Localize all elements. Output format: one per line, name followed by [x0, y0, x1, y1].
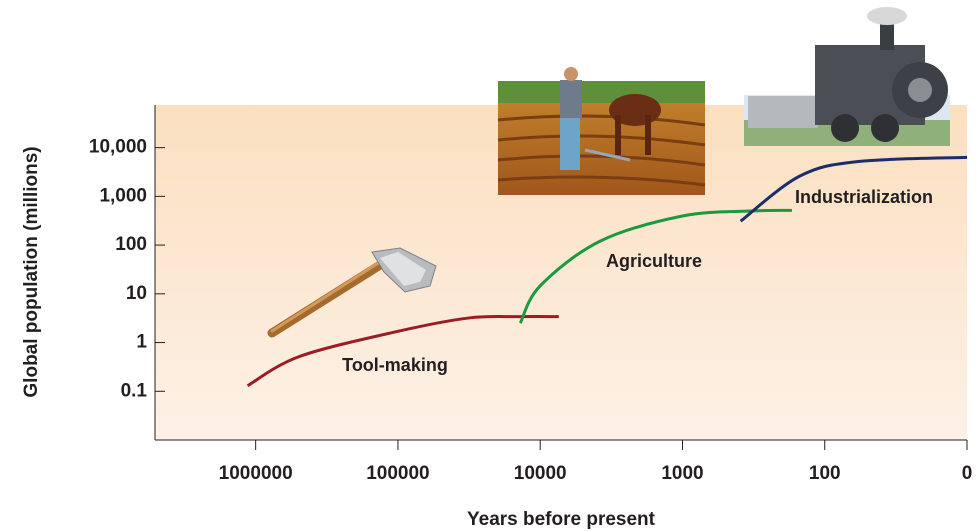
x-tick-label: 1000 — [661, 463, 703, 484]
y-tick-label: 10 — [126, 283, 147, 304]
x-tick-label: 100000 — [366, 463, 429, 484]
series-label: Tool-making — [342, 355, 448, 375]
y-tick-label: 0.1 — [121, 380, 148, 401]
x-tick-label: 1000000 — [219, 463, 293, 484]
x-axis-title: Years before present — [467, 509, 656, 530]
x-tick-label: 10000 — [514, 463, 567, 484]
y-tick-label: 1 — [136, 332, 147, 353]
y-tick-label: 100 — [115, 234, 147, 255]
y-axis-title: Global population (millions) — [21, 146, 42, 397]
x-tick-label: 100 — [809, 463, 841, 484]
train-image — [744, 7, 950, 146]
series-label: Industrialization — [795, 187, 933, 207]
y-tick-label: 1,000 — [99, 185, 147, 206]
chart: Years before present Global population (… — [0, 0, 978, 532]
farmer-image — [498, 67, 705, 195]
series-label: Agriculture — [606, 251, 702, 271]
x-tick-label: 0 — [962, 463, 973, 484]
y-tick-label: 10,000 — [89, 137, 147, 158]
